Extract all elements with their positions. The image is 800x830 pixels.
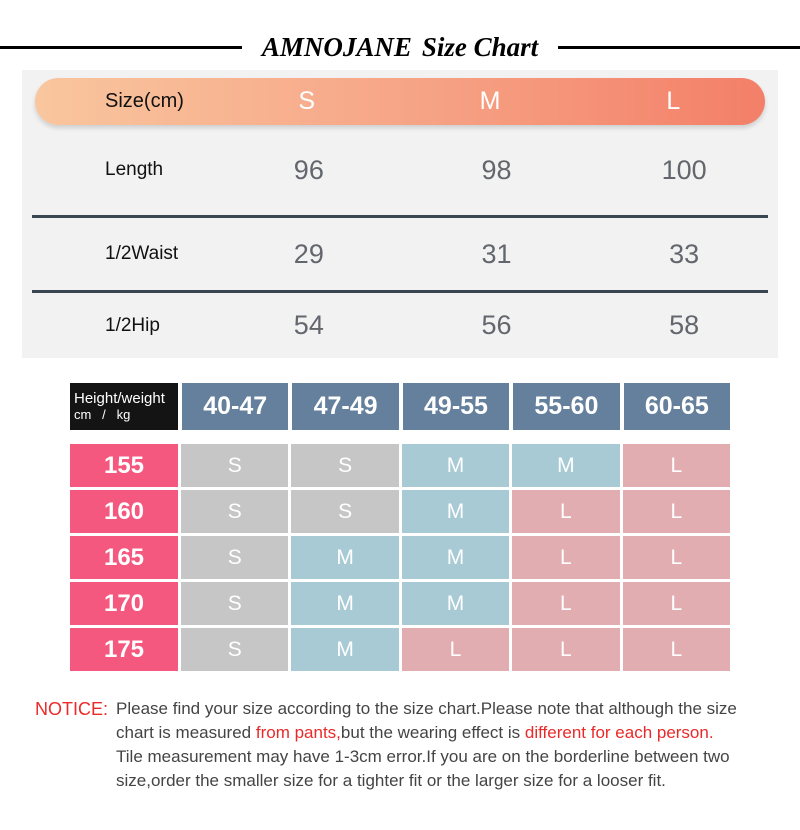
height-header: 175 (70, 628, 178, 671)
fit-cell: S (181, 628, 289, 671)
title-text: Size Chart (421, 31, 539, 62)
hip-m: 56 (481, 310, 512, 340)
height-header: 160 (70, 490, 178, 533)
fit-cell: M (512, 444, 620, 487)
notice-line-1: Please find your size according to the s… (116, 697, 737, 721)
notice-segment: different for each person. (524, 723, 714, 742)
height-header: 155 (70, 444, 178, 487)
table-row-length: Length 96 98 100 (22, 125, 778, 215)
hip-s: 54 (293, 310, 324, 340)
fit-cell: M (291, 628, 399, 671)
size-col-m: M (479, 87, 501, 115)
length-l: 100 (661, 154, 707, 185)
weight-col-4: 60-65 (623, 383, 730, 430)
notice-segment: Tile measurement may have 1-3cm error.If… (116, 747, 730, 766)
hip-l: 58 (669, 310, 700, 340)
size-table-header: Size(cm) S M L (35, 78, 765, 125)
fit-cell: M (401, 582, 510, 625)
fit-table-header: Height/weight cm / kg 40-47 47-49 49-55 … (70, 383, 730, 430)
fit-row-155: 155 S S M M L (70, 444, 730, 487)
waist-m: 31 (481, 238, 512, 269)
row-label: Length (105, 159, 164, 180)
fit-cell: L (622, 628, 730, 671)
corner-line1: Height/weight (74, 390, 165, 408)
fit-cell: M (401, 444, 510, 487)
fit-cell: M (291, 582, 399, 625)
fit-cell: S (181, 536, 289, 579)
row-divider (32, 215, 768, 218)
fit-cell: L (622, 490, 730, 533)
fit-row-175: 175 S M L L L (70, 628, 730, 671)
notice-text: Please find your size according to the s… (116, 697, 737, 793)
fit-cell: L (622, 536, 730, 579)
fit-cell: M (401, 490, 510, 533)
weight-col-1: 47-49 (292, 383, 399, 430)
fit-cell: L (512, 628, 620, 671)
size-col-l: L (666, 87, 681, 115)
row-divider (32, 290, 768, 293)
fit-cell: S (181, 582, 289, 625)
row-label: 1/2Hip (105, 314, 160, 336)
notice-line-3: Tile measurement may have 1-3cm error.If… (116, 745, 737, 769)
length-s: 96 (293, 154, 324, 185)
fit-cell: S (291, 444, 399, 487)
row-label: 1/2Waist (105, 243, 179, 264)
waist-s: 29 (293, 238, 324, 269)
fit-cell: L (512, 536, 620, 579)
fit-cell: S (181, 490, 289, 533)
fit-row-165: 165 S M M L L (70, 536, 730, 579)
size-unit-label: Size(cm) (105, 90, 184, 112)
weight-col-0: 40-47 (182, 383, 289, 430)
fit-cell: L (512, 582, 620, 625)
fit-table: Height/weight cm / kg 40-47 47-49 49-55 … (70, 383, 730, 671)
weight-col-3: 55-60 (513, 383, 620, 430)
notice-segment: size,order the smaller size for a tighte… (116, 771, 666, 790)
fit-cell: M (401, 536, 510, 579)
fit-row-160: 160 S S M L L (70, 490, 730, 533)
size-table: Size(cm) S M L Length 96 98 100 1/2Waist… (22, 70, 778, 358)
brand-name: AMNOJANE (261, 31, 412, 62)
page-title: AMNOJANE Size Chart (262, 32, 538, 63)
table-row-waist: 1/2Waist 29 31 33 (22, 218, 778, 290)
title-right-line (558, 45, 800, 49)
notice-label: NOTICE: (35, 699, 109, 719)
fit-row-170: 170 S M M L L (70, 582, 730, 625)
page-title-row: AMNOJANE Size Chart (0, 30, 800, 64)
height-header: 170 (70, 582, 178, 625)
fit-cell: L (622, 444, 730, 487)
fit-cell: M (291, 536, 399, 579)
height-header: 165 (70, 536, 178, 579)
notice-line-4: size,order the smaller size for a tighte… (116, 769, 737, 793)
notice-segment: but the wearing effect is (340, 723, 525, 742)
fit-cell: L (622, 582, 730, 625)
waist-l: 33 (669, 238, 700, 269)
weight-col-2: 49-55 (402, 383, 510, 430)
length-m: 98 (481, 154, 512, 185)
notice-section: NOTICE: Please find your size according … (35, 697, 780, 793)
fit-cell: S (291, 490, 399, 533)
corner-line2: cm / kg (74, 406, 131, 422)
fit-cell: L (401, 628, 510, 671)
height-weight-corner-cell: Height/weight cm / kg (70, 383, 178, 430)
fit-cell: L (512, 490, 620, 533)
fit-cell: S (181, 444, 289, 487)
notice-segment: from pants, (255, 723, 341, 742)
notice-segment: chart is measured (116, 723, 256, 742)
title-left-line (0, 45, 242, 49)
size-col-s: S (298, 87, 315, 115)
table-row-hip: 1/2Hip 54 56 58 (22, 293, 778, 358)
notice-line-2: chart is measured from pants,but the wea… (116, 721, 737, 745)
notice-segment: Please find your size according to the s… (116, 699, 737, 718)
